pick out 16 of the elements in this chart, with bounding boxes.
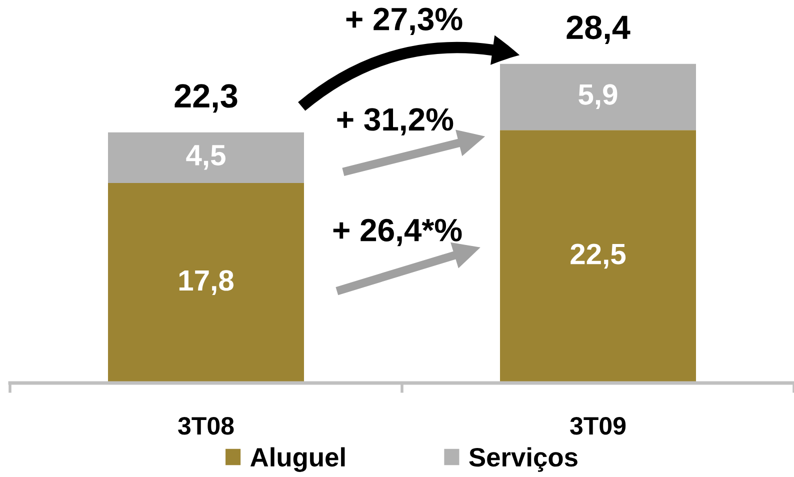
x-tick-label: 3T08 (178, 416, 234, 435)
data-label: 22,5 (570, 244, 626, 269)
total-label: 28,4 (566, 16, 630, 44)
bar (500, 130, 696, 383)
bar (108, 182, 304, 383)
bar (108, 132, 304, 183)
text: + 27,3% (346, 8, 462, 36)
annotation: + 26,4*% (333, 218, 462, 246)
legend-label: Aluguel (250, 447, 345, 472)
data-label: 5,9 (578, 84, 618, 110)
data-label: 4,5 (186, 145, 226, 170)
annotation: + 31,2% (337, 108, 454, 136)
legend-label: Serviços (469, 447, 578, 472)
x-tick-label: 3T09 (570, 416, 626, 435)
data-label: 17,8 (179, 270, 234, 296)
total-label: 22,3 (174, 84, 238, 113)
